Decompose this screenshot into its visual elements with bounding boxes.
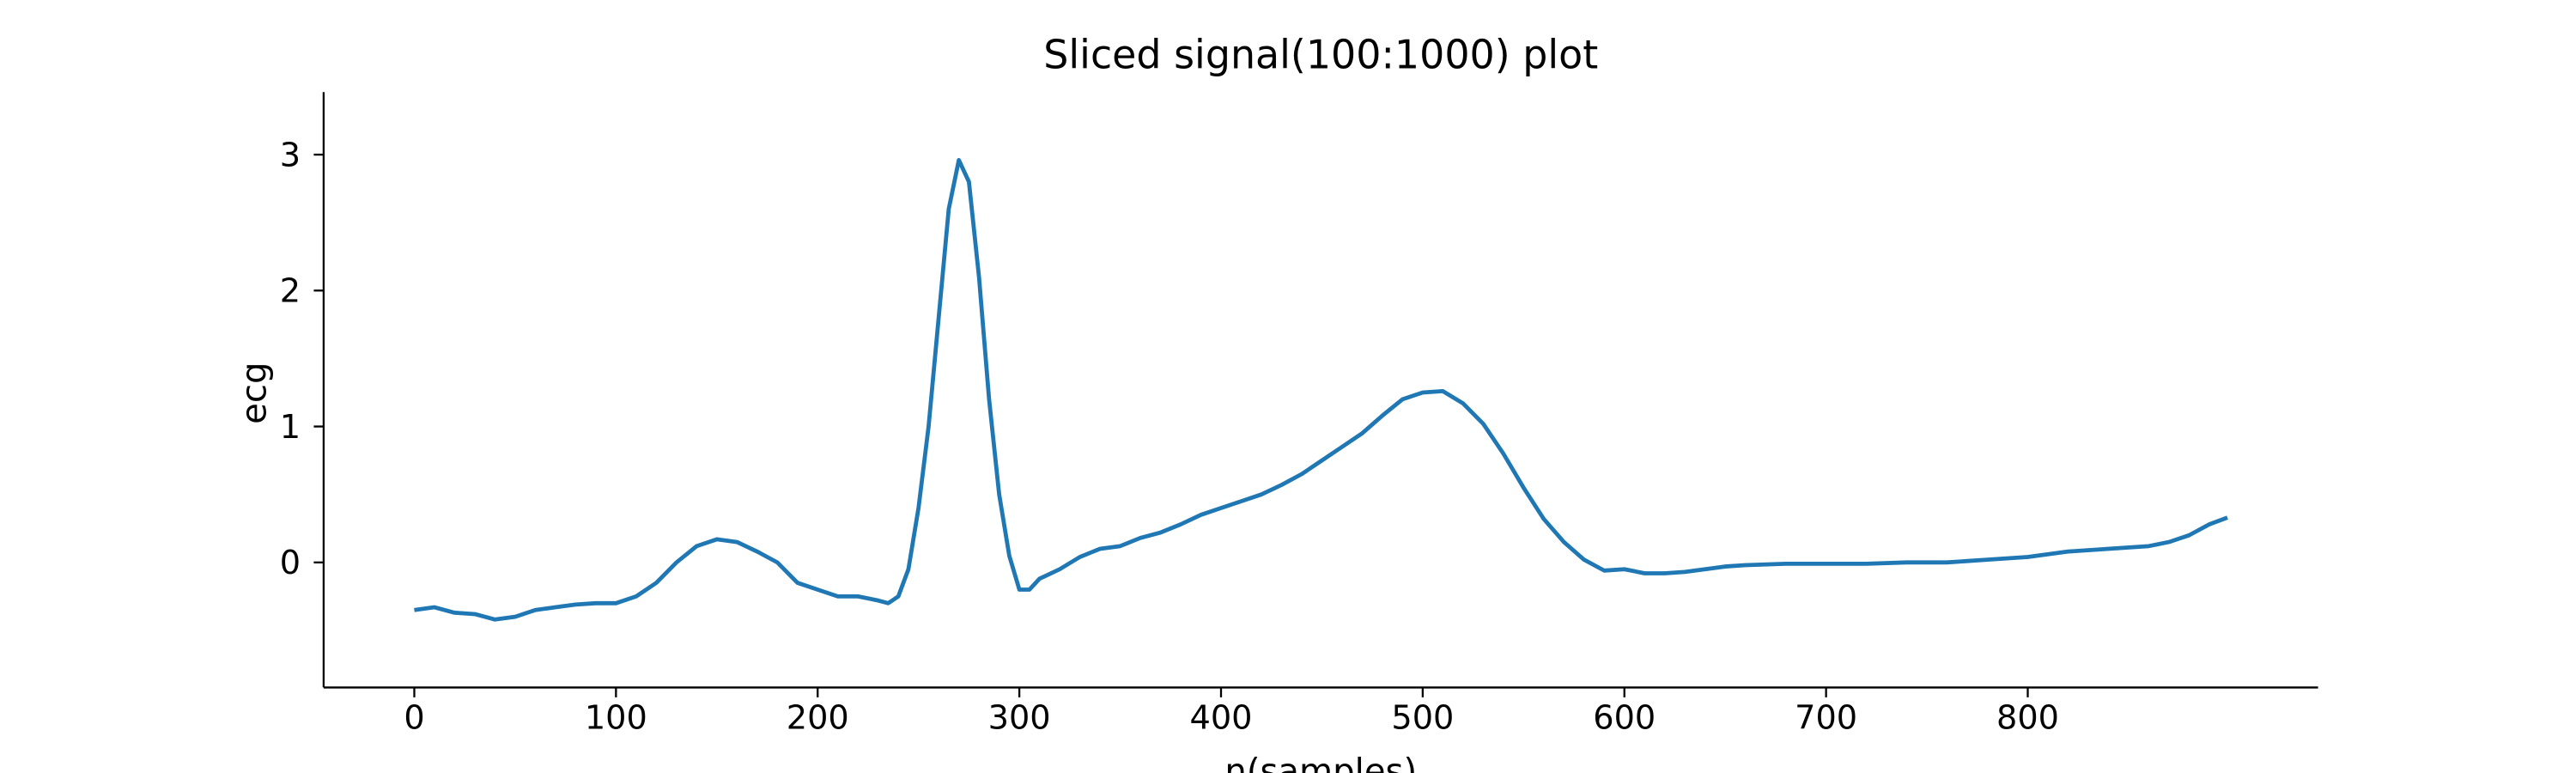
x-tick-label: 500 <box>1391 698 1454 737</box>
x-tick-label: 100 <box>585 698 647 737</box>
x-tick-label: 400 <box>1189 698 1252 737</box>
x-tick-label: 300 <box>988 698 1051 737</box>
x-tick-label: 700 <box>1795 698 1857 737</box>
x-tick-label: 600 <box>1593 698 1656 737</box>
x-tick-label: 0 <box>404 698 424 737</box>
y-axis-label: ecg <box>234 362 274 423</box>
ecg-line <box>414 157 2228 622</box>
y-tick-label: 2 <box>280 272 301 311</box>
y-tick-label: 1 <box>280 408 301 447</box>
chart-title: Sliced signal(100:1000) plot <box>1043 32 1598 78</box>
y-tick-label: 0 <box>280 544 301 582</box>
x-tick-label: 800 <box>1996 698 2059 737</box>
y-tick-label: 3 <box>280 136 301 174</box>
x-axis-label: n(samples) <box>1224 752 1417 773</box>
x-tick-label: 200 <box>787 698 849 737</box>
